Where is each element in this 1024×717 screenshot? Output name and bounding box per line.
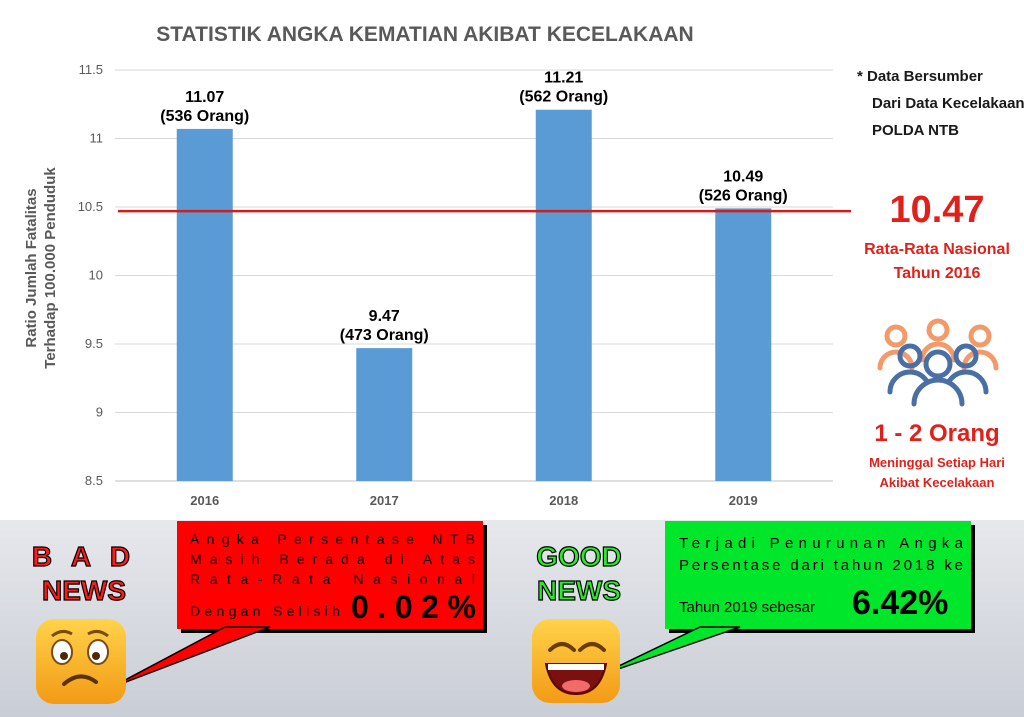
bars	[176, 109, 772, 481]
good-news-box	[665, 521, 971, 629]
grid	[115, 69, 833, 482]
confused-face-icon	[36, 619, 126, 704]
source-note-line2: Dari Data Kecelakaan	[872, 95, 1024, 112]
count-label: (562 Orang)	[519, 89, 608, 106]
chart-title: STATISTIK ANGKA KEMATIAN AKIBAT KECELAKA…	[156, 23, 693, 46]
bar-2019	[715, 208, 772, 481]
bar-2018	[535, 109, 592, 481]
y-tick-label: 10	[89, 268, 103, 283]
y-axis-label-line1: Ratio Jumlah Fatalitas	[23, 188, 40, 347]
good-news-title-line1: GOOD	[536, 541, 622, 572]
bad-news-pointer	[109, 626, 271, 689]
people-group-icon	[877, 318, 999, 407]
national-average-value: 10.47	[889, 189, 984, 231]
count-label: (473 Orang)	[340, 327, 429, 344]
y-axis-label-line2: Terhadap 100.000 Penduduk	[42, 167, 59, 369]
bad-news-title-line2: NEWS	[42, 575, 126, 606]
x-tick-label: 2016	[190, 493, 219, 508]
bar-2016	[176, 128, 233, 481]
laughing-face-icon	[532, 619, 620, 703]
count-label: (536 Orang)	[160, 108, 249, 125]
daily-deaths-label-line1: Meninggal Setiap Hari	[869, 455, 1005, 470]
bad-news-box	[177, 521, 483, 629]
good-news-decline-value: 6.42%	[852, 584, 948, 622]
value-label: 11.21	[544, 70, 583, 87]
y-tick-label: 10.5	[78, 199, 103, 214]
source-note-line1: * Data Bersumber	[857, 68, 983, 85]
x-tick-label: 2018	[549, 493, 578, 508]
bad-news-title-line1: B A D	[32, 541, 136, 572]
y-tick-label: 11	[90, 131, 104, 146]
y-tick-label: 11.5	[79, 62, 103, 77]
count-label: (526 Orang)	[699, 187, 788, 204]
y-axis-ticks: 8.5 9 9.5 10 10.5 11 11.5	[78, 62, 103, 488]
x-axis-ticks: 2016 2017 2018 2019	[190, 493, 757, 508]
good-news-title-line2: NEWS	[537, 575, 621, 606]
x-tick-label: 2017	[370, 493, 399, 508]
bar-2017	[356, 348, 413, 481]
daily-deaths-label-line2: Akibat Kecelakaan	[880, 475, 995, 490]
y-tick-label: 8.5	[85, 473, 103, 488]
data-labels: 11.07 (536 Orang) 9.47 (473 Orang) 11.21 (562…	[160, 70, 787, 344]
good-news-decline-label: Tahun 2019 sebesar	[679, 599, 815, 616]
daily-deaths-value: 1 - 2 Orang	[874, 420, 999, 447]
value-label: 11.07	[185, 89, 224, 106]
side-panel	[851, 0, 1024, 520]
national-average-label-line1: Rata-Rata Nasional	[864, 241, 1010, 258]
value-label: 9.47	[369, 308, 400, 325]
good-news-text-line2: Persentase dari tahun 2018 ke	[679, 557, 963, 574]
good-news-pointer	[597, 626, 741, 677]
y-tick-label: 9.5	[85, 336, 103, 351]
value-label: 10.49	[723, 168, 763, 185]
y-tick-label: 9	[96, 405, 103, 420]
x-tick-label: 2019	[729, 493, 758, 508]
national-average-label-line2: Tahun 2016	[894, 265, 981, 282]
source-note-line3: POLDA NTB	[872, 122, 959, 139]
chart-panel	[0, 0, 851, 520]
